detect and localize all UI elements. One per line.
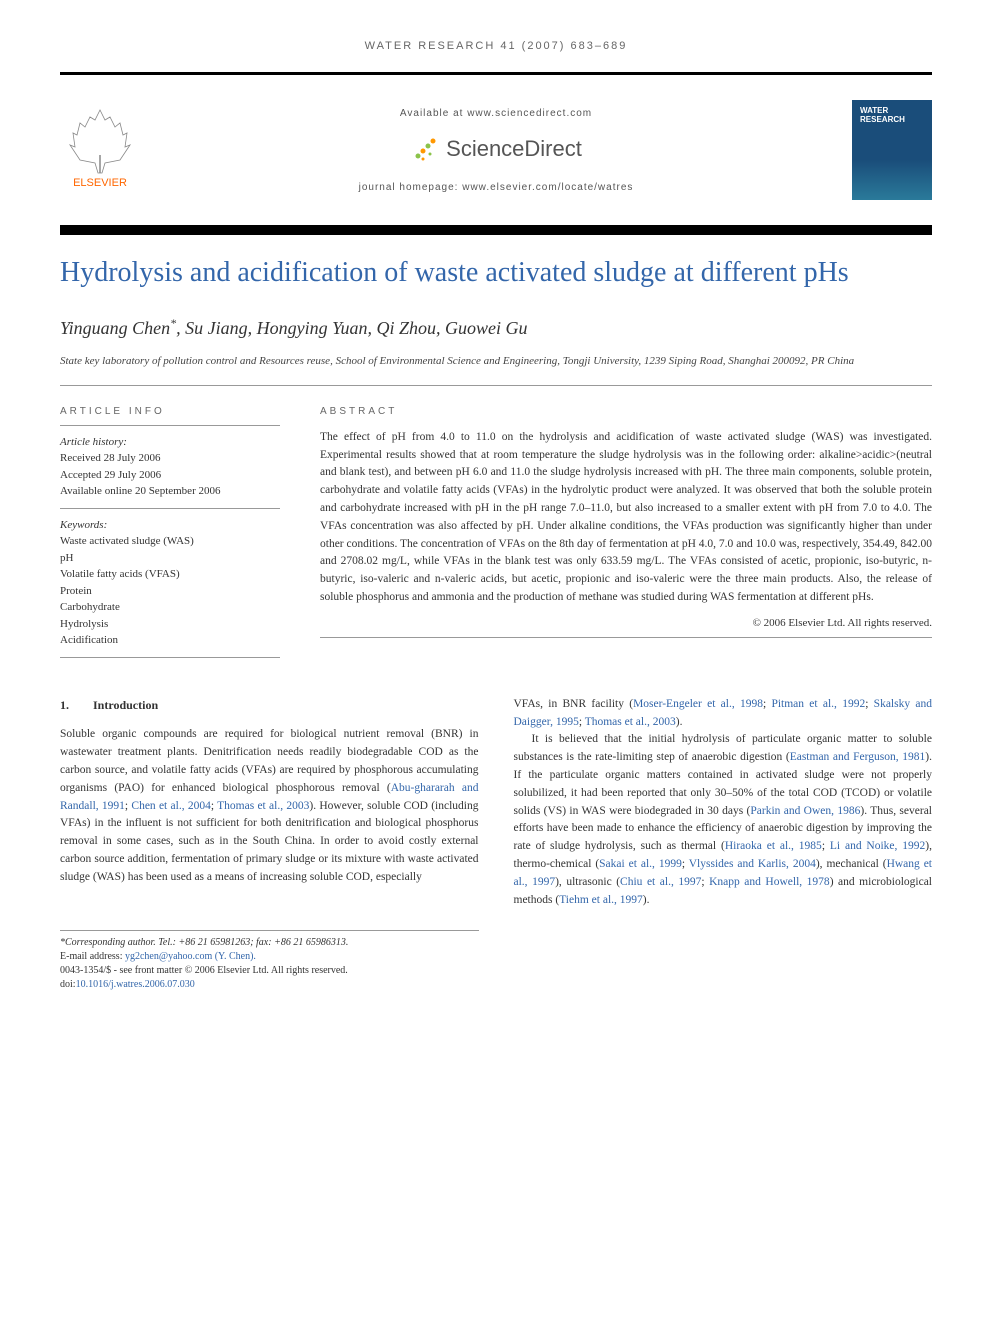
- keyword: Hydrolysis: [60, 616, 280, 633]
- ref-link[interactable]: Thomas et al., 2003: [585, 716, 676, 728]
- keyword: Carbohydrate: [60, 599, 280, 616]
- ref-link[interactable]: Moser-Engeler et al., 1998: [633, 698, 763, 710]
- elsevier-logo: ELSEVIER: [60, 105, 140, 195]
- elsevier-label: ELSEVIER: [73, 177, 127, 189]
- journal-cover-title: WATER RESEARCH: [856, 104, 928, 126]
- publisher-header: ELSEVIER Available at www.sciencedirect.…: [60, 90, 932, 210]
- email-link[interactable]: yg2chen@yahoo.com (Y. Chen).: [125, 951, 256, 962]
- sciencedirect-text: ScienceDirect: [446, 136, 582, 162]
- footnotes: *Corresponding author. Tel.: +86 21 6598…: [60, 930, 479, 992]
- online-date: Available online 20 September 2006: [60, 483, 280, 500]
- top-divider: [60, 72, 932, 75]
- ref-link[interactable]: Vlyssides and Karlis, 2004: [689, 858, 816, 870]
- keyword: pH: [60, 550, 280, 567]
- ref-link[interactable]: Thomas et al., 2003: [217, 800, 309, 812]
- abstract-text: The effect of pH from 4.0 to 11.0 on the…: [320, 429, 932, 607]
- abstract-copyright: © 2006 Elsevier Ltd. All rights reserved…: [320, 617, 932, 629]
- affiliation: State key laboratory of pollution contro…: [60, 354, 932, 369]
- sciencedirect-icon: [410, 134, 440, 164]
- available-at-text: Available at www.sciencedirect.com: [140, 108, 852, 119]
- section-number: 1.: [60, 696, 90, 715]
- ref-link[interactable]: Knapp and Howell, 1978: [709, 876, 830, 888]
- ref-link[interactable]: Chiu et al., 1997: [620, 876, 701, 888]
- accepted-date: Accepted 29 July 2006: [60, 467, 280, 484]
- section-heading: 1. Introduction: [60, 696, 479, 715]
- ref-link[interactable]: Li and Noike, 1992: [830, 840, 925, 852]
- keyword: Acidification: [60, 632, 280, 649]
- abstract-heading: ABSTRACT: [320, 406, 932, 417]
- divider: [60, 385, 932, 386]
- ref-link[interactable]: Tiehm et al., 1997: [559, 894, 643, 906]
- section-title: Introduction: [93, 698, 158, 712]
- author-list: Yinguang Chen*, Su Jiang, Hongying Yuan,…: [60, 318, 528, 338]
- doi-line: doi:10.1016/j.watres.2006.07.030: [60, 978, 479, 992]
- body-paragraph: Soluble organic compounds are required f…: [60, 726, 479, 886]
- title-bar: [60, 225, 932, 235]
- history-label: Article history:: [60, 434, 280, 451]
- article-info-heading: ARTICLE INFO: [60, 406, 280, 417]
- sciencedirect-logo: ScienceDirect: [140, 134, 852, 164]
- email-line: E-mail address: yg2chen@yahoo.com (Y. Ch…: [60, 950, 479, 964]
- keyword: Protein: [60, 583, 280, 600]
- body-column-left: 1. Introduction Soluble organic compound…: [60, 696, 479, 910]
- ref-link[interactable]: Sakai et al., 1999: [599, 858, 682, 870]
- keyword: Waste activated sludge (WAS): [60, 533, 280, 550]
- keyword: Volatile fatty acids (VFAS): [60, 566, 280, 583]
- elsevier-tree-icon: [65, 105, 135, 175]
- ref-link[interactable]: Parkin and Owen, 1986: [750, 805, 860, 817]
- journal-cover: WATER RESEARCH: [852, 100, 932, 200]
- body-paragraph: VFAs, in BNR facility (Moser-Engeler et …: [514, 696, 933, 732]
- corresponding-author: *Corresponding author. Tel.: +86 21 6598…: [60, 936, 479, 950]
- journal-homepage: journal homepage: www.elsevier.com/locat…: [140, 182, 852, 193]
- keywords-label: Keywords:: [60, 517, 280, 534]
- body-column-right: VFAs, in BNR facility (Moser-Engeler et …: [514, 696, 933, 910]
- ref-link[interactable]: Hiraoka et al., 1985: [725, 840, 822, 852]
- ref-link[interactable]: Chen et al., 2004: [131, 800, 210, 812]
- article-title: Hydrolysis and acidification of waste ac…: [60, 255, 932, 291]
- authors: Yinguang Chen*, Su Jiang, Hongying Yuan,…: [60, 316, 932, 339]
- doi-link[interactable]: 10.1016/j.watres.2006.07.030: [76, 979, 195, 990]
- ref-link[interactable]: Pitman et al., 1992: [771, 698, 865, 710]
- ref-link[interactable]: Eastman and Ferguson, 1981: [790, 751, 926, 763]
- front-matter: 0043-1354/$ - see front matter © 2006 El…: [60, 964, 479, 978]
- article-info-block: ARTICLE INFO Article history: Received 2…: [60, 406, 280, 666]
- running-head: WATER RESEARCH 41 (2007) 683–689: [60, 40, 932, 52]
- received-date: Received 28 July 2006: [60, 450, 280, 467]
- body-paragraph: It is believed that the initial hydrolys…: [514, 731, 933, 909]
- abstract-block: ABSTRACT The effect of pH from 4.0 to 11…: [320, 406, 932, 666]
